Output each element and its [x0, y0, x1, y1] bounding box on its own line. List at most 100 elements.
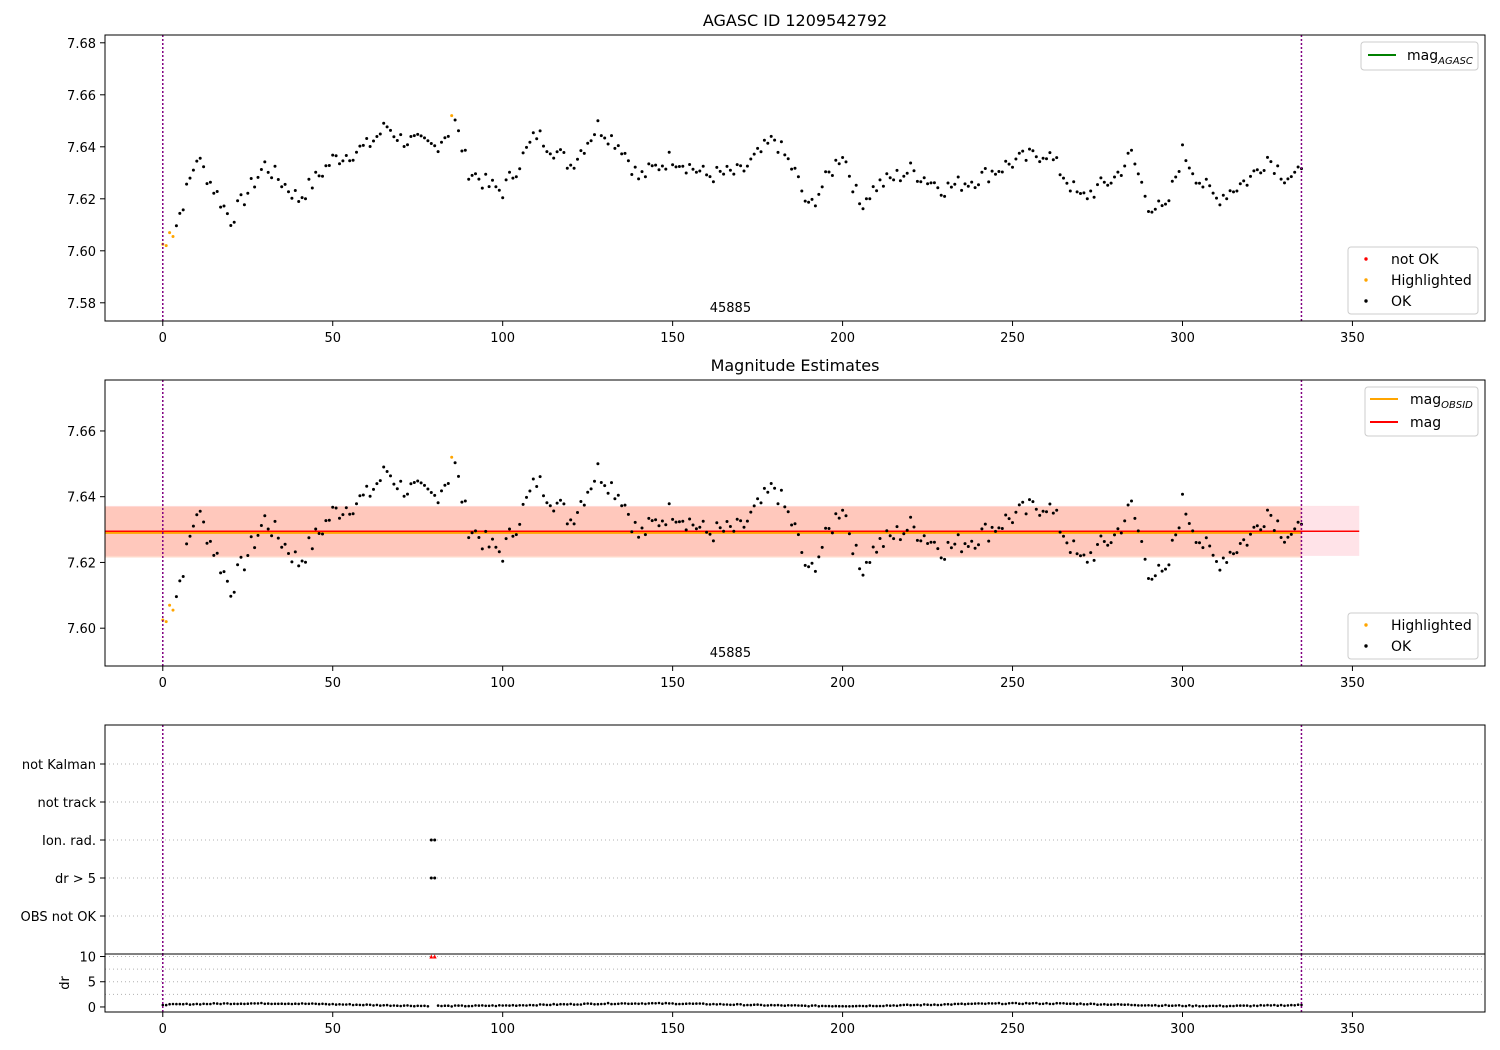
ok-point [1011, 521, 1014, 525]
dr-point [1075, 1002, 1079, 1006]
ok-point [732, 172, 736, 176]
ok-point [1279, 177, 1283, 181]
category-label: not track [37, 796, 96, 811]
dr-point [623, 1002, 627, 1005]
y-tick-label: 7.66 [67, 425, 96, 440]
dr-point [457, 1004, 460, 1007]
highlighted-point [164, 620, 168, 624]
dr-point [1215, 1004, 1218, 1008]
dr-point [300, 1002, 304, 1005]
ok-point [552, 156, 556, 160]
dr-point [1208, 1004, 1211, 1008]
dr-point [984, 1002, 987, 1006]
ok-point [1062, 534, 1065, 538]
panel1-legend-lower: not OK Highlighted OK [1347, 246, 1479, 315]
ok-point [314, 170, 318, 174]
ok-point [548, 504, 552, 508]
ok-point [1109, 181, 1113, 185]
ok-point [1048, 502, 1052, 506]
dr-point [1024, 1001, 1028, 1005]
dr-point [470, 1004, 474, 1008]
ok-point [399, 479, 403, 483]
ok-point [1085, 560, 1089, 564]
dr-point [916, 1003, 919, 1007]
dr-point [739, 1003, 742, 1006]
ok-point [851, 190, 855, 194]
ok-point [824, 170, 828, 174]
dr-point [1205, 1005, 1208, 1008]
ok-point [694, 527, 698, 531]
ok-point [484, 172, 488, 176]
dr-point [1293, 1004, 1296, 1007]
ok-point [1259, 528, 1263, 532]
ok-point [1204, 536, 1208, 540]
dr-point [1011, 1001, 1014, 1005]
ok-point [195, 159, 199, 163]
ok-point [810, 197, 814, 201]
x-tick-label: 150 [660, 1022, 685, 1037]
dr-point [1242, 1004, 1245, 1007]
ok-point [1136, 529, 1140, 533]
ok-point [219, 205, 223, 209]
ok-point [868, 561, 872, 564]
ok-point [565, 522, 569, 526]
ok-point [1218, 203, 1222, 207]
ok-point [1170, 538, 1174, 542]
ok-point [327, 518, 331, 522]
ok-point [742, 525, 746, 529]
dr-point [1160, 1004, 1164, 1007]
ok-point [728, 168, 732, 172]
panel2-axes-frame [104, 379, 1486, 667]
ok-point [287, 190, 290, 194]
ok-point [317, 532, 321, 535]
dr-point [776, 1003, 780, 1007]
ok-point [1235, 189, 1239, 193]
dr-point [735, 1002, 739, 1006]
dr-point [209, 1002, 212, 1006]
ok-point [246, 191, 250, 195]
dr-point [453, 1004, 457, 1007]
ok-point [185, 542, 189, 546]
dr-point [508, 1004, 511, 1007]
ok-point [467, 177, 471, 181]
ok-point [528, 489, 532, 493]
ok-point [433, 493, 437, 497]
ok-point [392, 482, 396, 486]
ok-point [939, 556, 943, 560]
ok-point [1187, 522, 1191, 525]
ok-point [610, 481, 613, 485]
legend-ok: OK [1391, 294, 1412, 310]
dr-point [688, 1002, 691, 1005]
dr-point [960, 1002, 963, 1005]
dr-point [1222, 1005, 1225, 1008]
dr-point [358, 1003, 362, 1007]
flag-point [433, 876, 437, 880]
ok-point [402, 494, 406, 498]
dr-point [202, 1002, 205, 1006]
ok-point [219, 571, 223, 575]
ok-point [178, 579, 182, 583]
x-tick-label: 100 [490, 1022, 515, 1037]
ok-point [385, 125, 389, 129]
ok-point [997, 526, 1001, 530]
dr-point [331, 1002, 335, 1006]
y-tick-label: 10 [79, 951, 96, 966]
ok-point [725, 164, 729, 168]
ok-point [1174, 533, 1178, 537]
ok-point [1041, 509, 1045, 513]
dr-point [912, 1003, 916, 1007]
ok-point [847, 532, 851, 536]
ok-point [528, 140, 532, 144]
ok-point [817, 192, 821, 196]
y-tick-label: 0 [88, 1001, 96, 1016]
ok-point [463, 499, 467, 503]
dr-point [943, 1003, 946, 1006]
dr-point [1211, 1004, 1215, 1008]
dr-point [902, 1003, 906, 1007]
x-tick-label: 300 [1170, 676, 1195, 691]
dr-point [790, 1004, 793, 1007]
ok-point [259, 168, 263, 171]
dr-point [698, 1002, 702, 1005]
dr-point [691, 1002, 695, 1005]
ok-point [412, 134, 416, 138]
